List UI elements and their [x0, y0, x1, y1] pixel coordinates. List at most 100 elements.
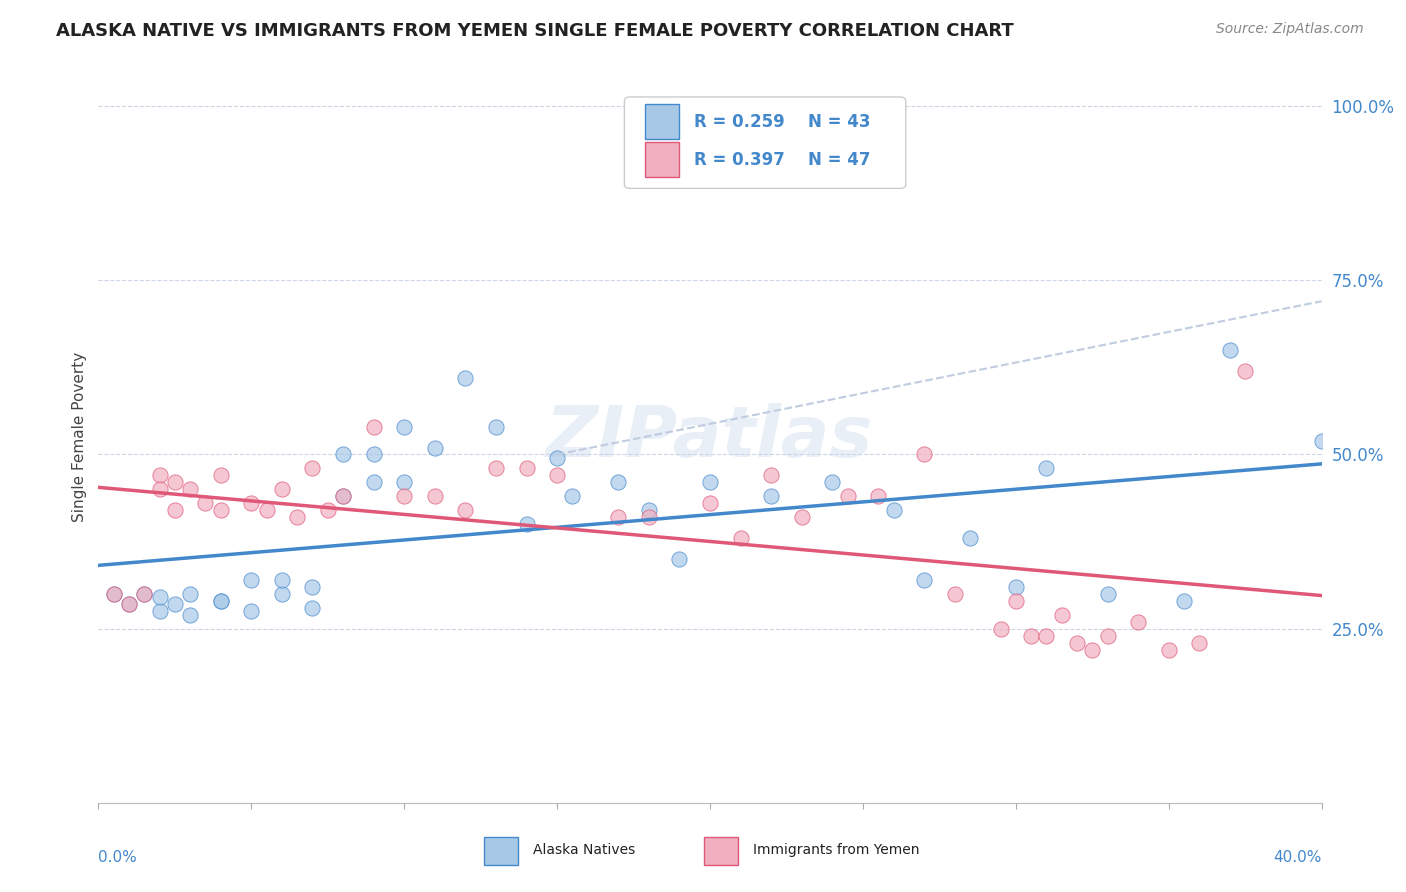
Point: [209, 468, 232, 483]
FancyBboxPatch shape: [624, 97, 905, 188]
Point: [1081, 642, 1104, 657]
Point: [759, 489, 782, 503]
Point: [1050, 607, 1073, 622]
Point: [163, 503, 186, 517]
Point: [270, 587, 292, 601]
Point: [301, 600, 323, 615]
Point: [1035, 461, 1057, 475]
Point: [209, 594, 232, 608]
Point: [134, 587, 156, 601]
Point: [1173, 594, 1195, 608]
Point: [485, 461, 508, 475]
Point: [392, 489, 416, 503]
Point: [959, 531, 981, 545]
Text: R = 0.259: R = 0.259: [695, 112, 785, 131]
Point: [240, 604, 263, 618]
Point: [868, 489, 890, 503]
Point: [1234, 364, 1257, 378]
Point: [163, 597, 186, 611]
Point: [637, 510, 661, 524]
Point: [179, 483, 201, 497]
Text: ALASKA NATIVE VS IMMIGRANTS FROM YEMEN SINGLE FEMALE POVERTY CORRELATION CHART: ALASKA NATIVE VS IMMIGRANTS FROM YEMEN S…: [56, 22, 1014, 40]
Point: [790, 510, 813, 524]
Point: [561, 489, 583, 503]
Point: [1004, 594, 1026, 608]
Point: [837, 489, 859, 503]
Point: [759, 468, 782, 483]
Point: [821, 475, 844, 490]
Point: [270, 573, 292, 587]
Point: [1128, 615, 1150, 629]
Point: [1004, 580, 1026, 594]
Point: [607, 510, 630, 524]
Point: [1066, 635, 1088, 649]
Point: [240, 496, 263, 510]
Text: R = 0.397: R = 0.397: [695, 151, 785, 169]
Point: [423, 441, 446, 455]
Point: [332, 489, 354, 503]
Point: [730, 531, 752, 545]
Point: [209, 594, 232, 608]
Point: [118, 597, 141, 611]
Point: [1019, 629, 1042, 643]
Point: [454, 503, 477, 517]
Point: [240, 573, 263, 587]
Point: [363, 475, 385, 490]
Point: [1219, 343, 1241, 357]
Point: [256, 503, 278, 517]
Point: [301, 461, 323, 475]
Text: Source: ZipAtlas.com: Source: ZipAtlas.com: [1216, 22, 1364, 37]
Point: [149, 604, 172, 618]
Point: [209, 503, 232, 517]
Point: [179, 607, 201, 622]
FancyBboxPatch shape: [704, 837, 738, 865]
Point: [332, 489, 354, 503]
Point: [316, 503, 339, 517]
Point: [516, 517, 538, 532]
Point: [149, 483, 172, 497]
Point: [423, 489, 446, 503]
Text: 40.0%: 40.0%: [1274, 850, 1322, 865]
Point: [149, 468, 172, 483]
Point: [546, 450, 568, 465]
Point: [1035, 629, 1057, 643]
Text: Alaska Natives: Alaska Natives: [533, 843, 636, 857]
FancyBboxPatch shape: [484, 837, 517, 865]
FancyBboxPatch shape: [645, 143, 679, 178]
Y-axis label: Single Female Poverty: Single Female Poverty: [72, 352, 87, 522]
Text: ZIPatlas: ZIPatlas: [547, 402, 873, 472]
Text: 0.0%: 0.0%: [98, 850, 138, 865]
Point: [301, 580, 323, 594]
Point: [103, 587, 125, 601]
Point: [1097, 587, 1119, 601]
Point: [392, 419, 416, 434]
Point: [194, 496, 217, 510]
Point: [149, 591, 172, 605]
Point: [637, 503, 661, 517]
Point: [485, 419, 508, 434]
Point: [103, 587, 125, 601]
Text: N = 47: N = 47: [808, 151, 870, 169]
Point: [163, 475, 186, 490]
Point: [912, 448, 935, 462]
Point: [546, 468, 568, 483]
Point: [332, 448, 354, 462]
Text: N = 43: N = 43: [808, 112, 870, 131]
Point: [392, 475, 416, 490]
Point: [607, 475, 630, 490]
Point: [363, 448, 385, 462]
Point: [943, 587, 966, 601]
Point: [285, 510, 308, 524]
Point: [668, 552, 690, 566]
Point: [883, 503, 905, 517]
Point: [1097, 629, 1119, 643]
Point: [363, 419, 385, 434]
Point: [699, 496, 721, 510]
Point: [516, 461, 538, 475]
Point: [1310, 434, 1333, 448]
Point: [270, 483, 292, 497]
FancyBboxPatch shape: [645, 104, 679, 139]
Point: [134, 587, 156, 601]
Point: [1188, 635, 1211, 649]
Point: [118, 597, 141, 611]
